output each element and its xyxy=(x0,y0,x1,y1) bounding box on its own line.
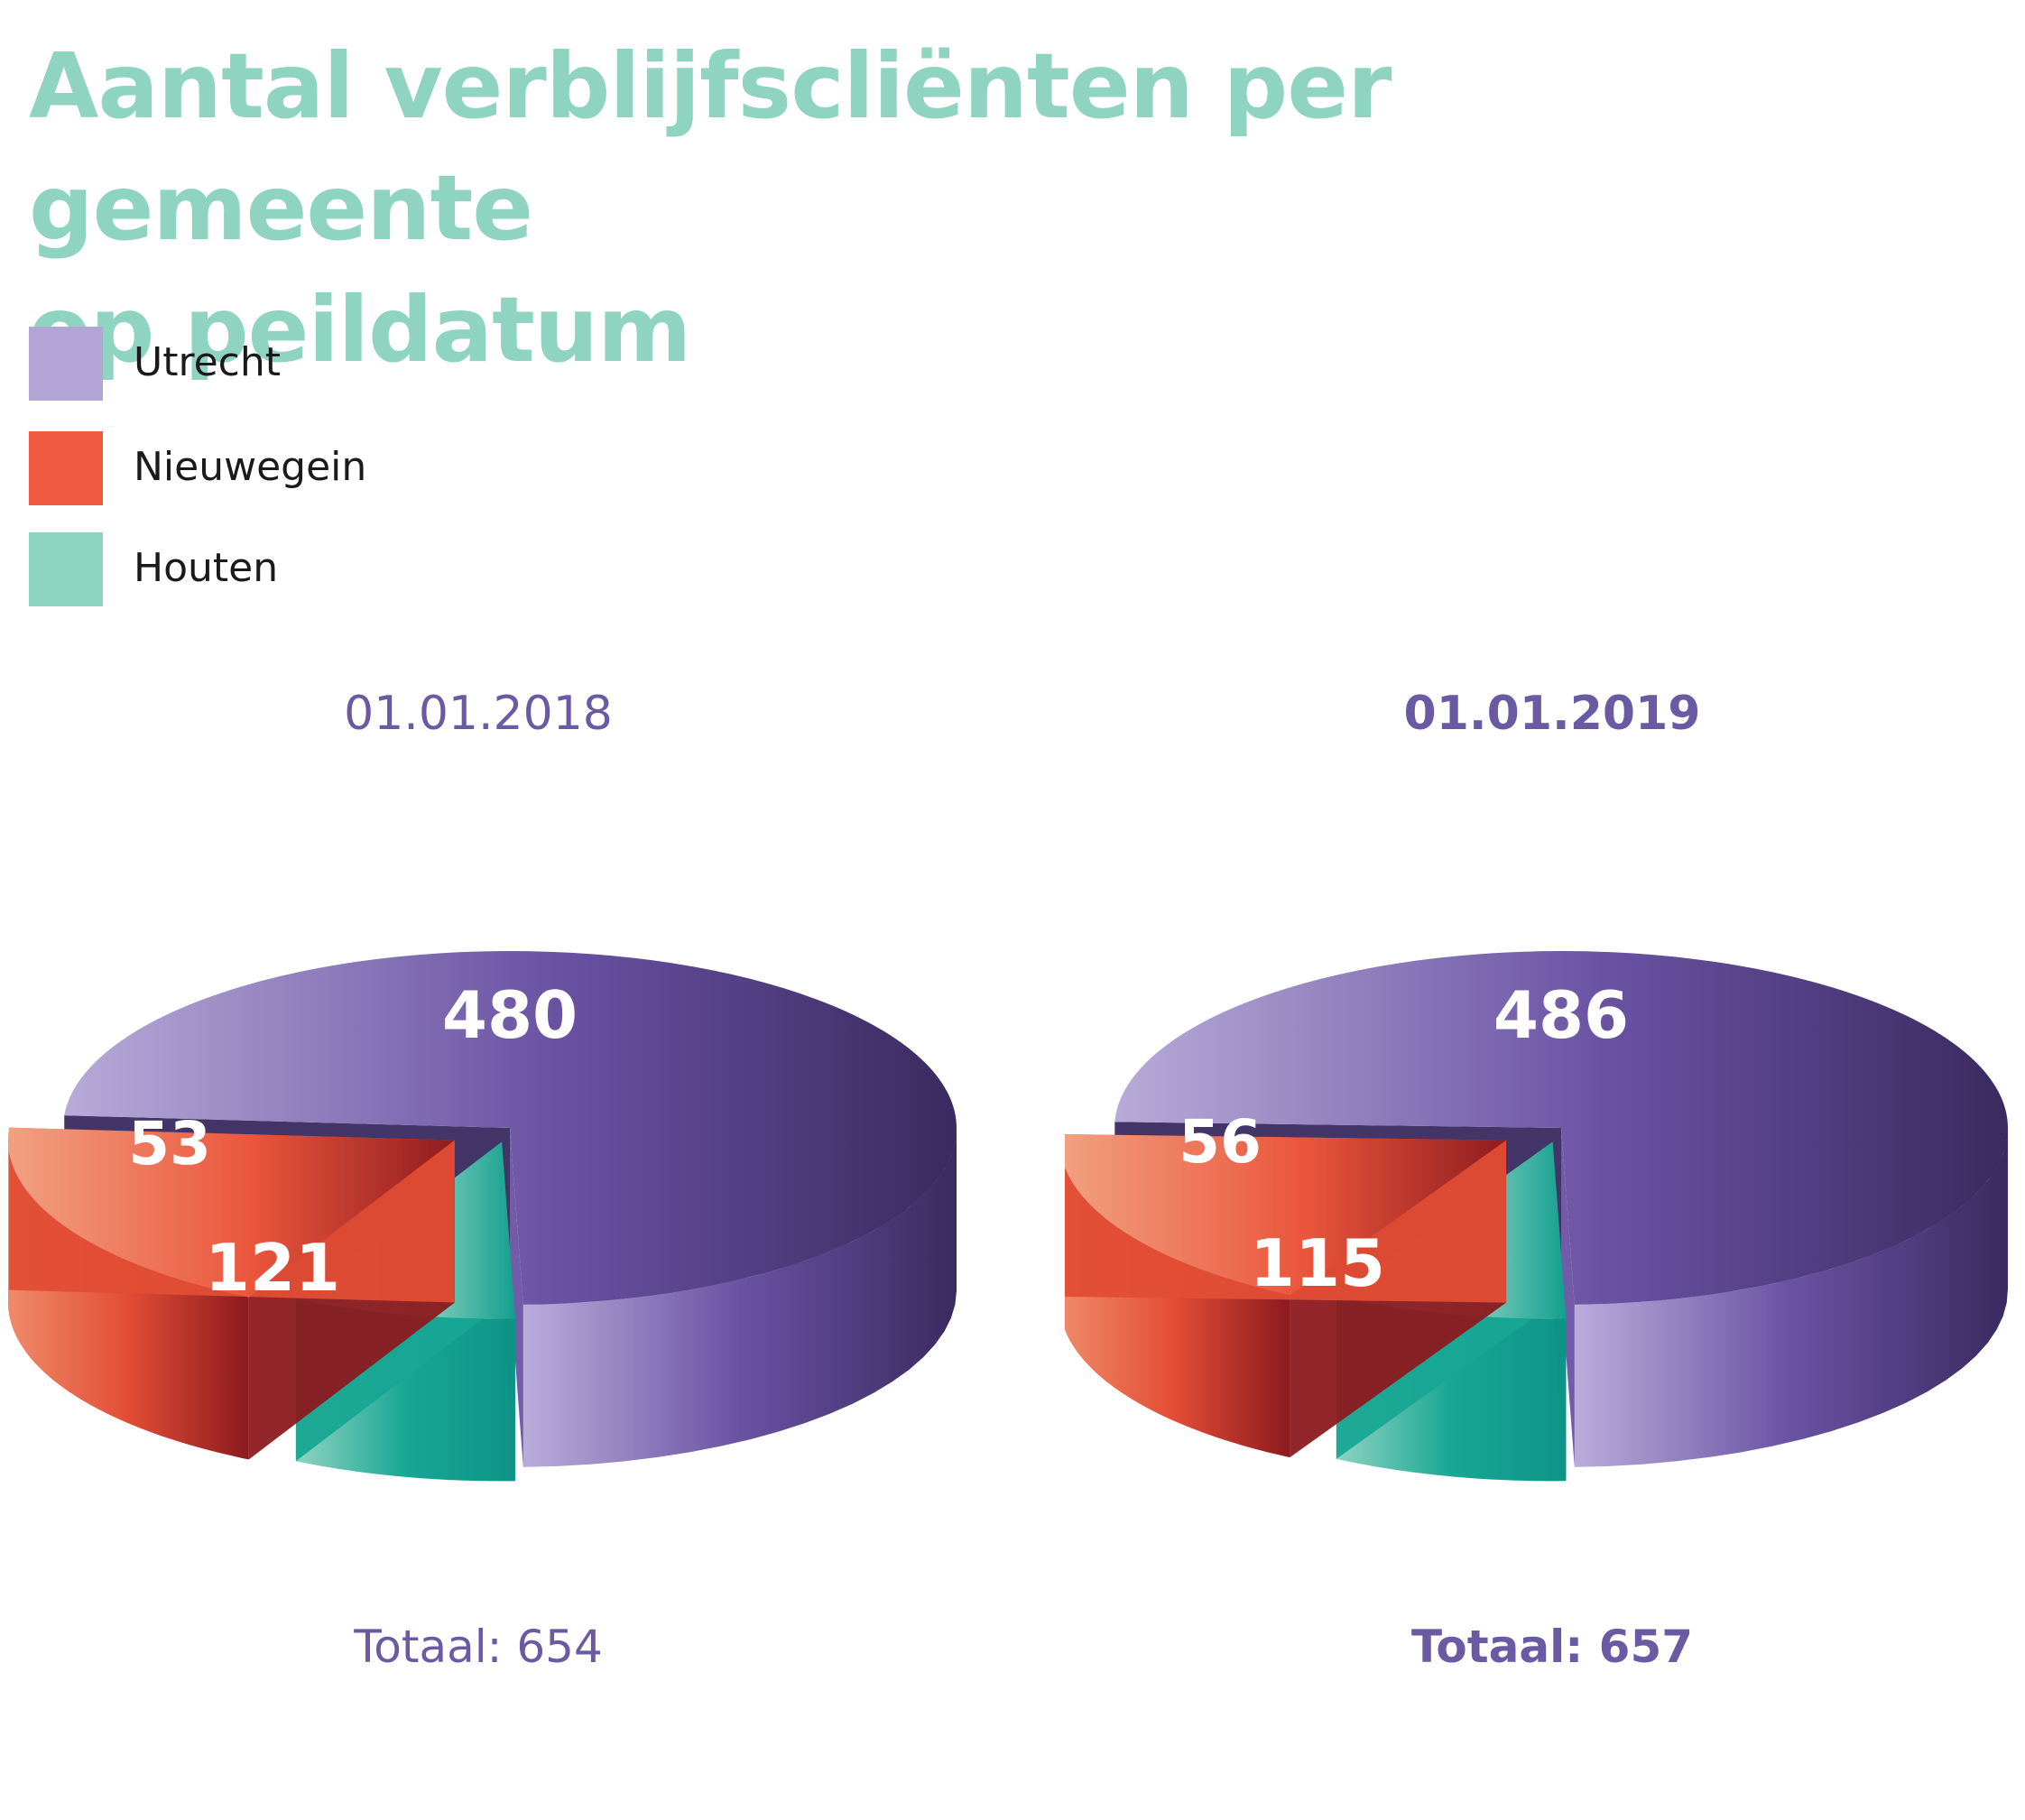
pie-slice-wall-utrecht xyxy=(1561,1128,1575,1467)
value-label-nieuwegein-2018: 121 xyxy=(205,1230,340,1306)
value-label-nieuwegein-2019: 115 xyxy=(1250,1225,1385,1301)
chart-title: Aantal verblijfscliënten per gemeente op… xyxy=(29,25,1834,391)
value-label-utrecht-2019: 486 xyxy=(1493,977,1629,1053)
pie-slice-wall-utrecht xyxy=(510,1128,523,1467)
legend-swatch-nieuwegein xyxy=(29,431,103,505)
pie-slice-top-nieuwegein xyxy=(1065,1133,1507,1296)
pie-slice-side-nieuwegein xyxy=(7,1138,249,1460)
legend-label-utrecht: Utrecht xyxy=(134,339,281,385)
pie-chart-2018: 480 121 53 xyxy=(7,951,957,1482)
total-2019: Totaal: 657 xyxy=(1410,1621,1694,1673)
legend-swatch-houten xyxy=(29,532,103,606)
chart-title-line-2: op peildatum xyxy=(29,277,691,383)
pie-slice-side-utrecht xyxy=(1574,1126,2008,1467)
legend-item-utrecht: Utrecht xyxy=(29,327,661,402)
pie-slice-side-utrecht xyxy=(522,1128,957,1467)
legend: Utrecht Nieuwegein Houten xyxy=(29,327,661,637)
value-label-houten-2018: 53 xyxy=(128,1109,211,1178)
legend-label-nieuwegein: Nieuwegein xyxy=(134,444,367,490)
legend-item-houten: Houten xyxy=(29,532,661,608)
chart-title-line-1: Aantal verblijfscliënten per gemeente xyxy=(29,33,1392,261)
pie-slice-top-utrecht xyxy=(1114,951,2008,1305)
value-label-houten-2019: 56 xyxy=(1179,1107,1262,1177)
pie-slice-top-utrecht xyxy=(64,951,957,1305)
value-label-utrecht-2018: 480 xyxy=(442,977,578,1053)
legend-label-houten: Houten xyxy=(134,545,279,591)
legend-item-nieuwegein: Nieuwegein xyxy=(29,431,661,507)
pie-slice-nieuwegein-2019 xyxy=(1065,1133,1507,1458)
total-2018: Totaal: 654 xyxy=(354,1621,603,1673)
pie-chart-2019: 486 115 56 xyxy=(1065,951,2008,1482)
pie-title-2019: 01.01.2019 xyxy=(1403,687,1701,741)
pie-slice-top-nieuwegein xyxy=(7,1127,455,1298)
pie-title-2018: 01.01.2018 xyxy=(344,687,613,741)
legend-swatch-utrecht xyxy=(29,327,103,401)
pie-slice-nieuwegein-2018 xyxy=(7,1127,455,1460)
